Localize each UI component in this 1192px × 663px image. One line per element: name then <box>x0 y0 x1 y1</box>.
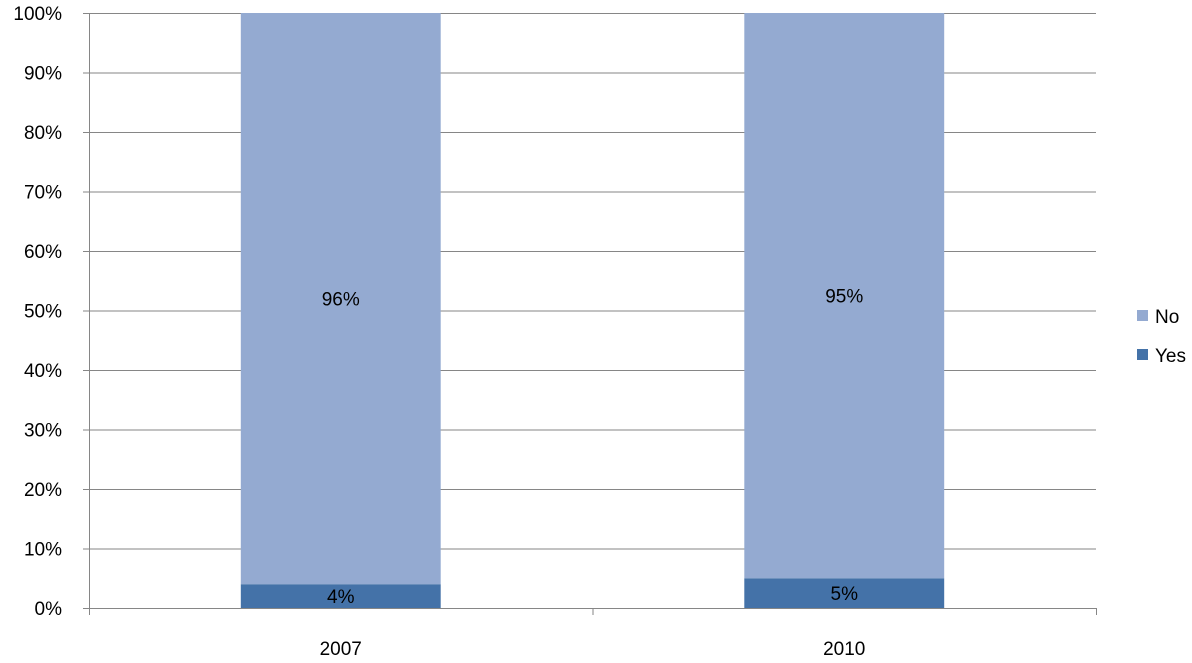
y-tick-label: 90% <box>24 64 62 85</box>
bar-yes-2007 <box>240 584 441 608</box>
y-tick-label: 10% <box>24 540 62 561</box>
bar-no-2007 <box>240 13 441 585</box>
bar-no-2010 <box>744 13 945 579</box>
data-labels: 4% 96% 5% 95% <box>322 287 864 608</box>
data-label: 95% <box>825 287 863 308</box>
data-label: 4% <box>327 587 355 608</box>
bars <box>240 13 945 608</box>
y-axis-tick-labels: 0% 10% 20% 30% 40% 50% 60% 70% 80% 90% 100% <box>13 4 62 620</box>
bar-yes-2010 <box>744 578 945 608</box>
y-tick-label: 20% <box>24 480 62 501</box>
data-label: 96% <box>322 290 360 311</box>
y-tick-label: 30% <box>24 421 62 442</box>
y-tick-label: 80% <box>24 123 62 144</box>
data-label: 5% <box>831 584 859 605</box>
legend-swatch-yes <box>1137 349 1148 360</box>
axes <box>83 13 1097 615</box>
y-tick-label: 40% <box>24 361 62 382</box>
legend-swatch-no <box>1137 310 1148 321</box>
x-tick-label: 2010 <box>823 639 865 660</box>
legend-label-yes: Yes <box>1155 346 1186 367</box>
x-axis-tick-labels: 2007 2010 <box>320 639 866 660</box>
y-tick-label: 100% <box>13 4 62 25</box>
y-tick-label: 0% <box>35 599 63 620</box>
gridlines <box>89 13 1096 550</box>
y-tick-label: 50% <box>24 302 62 323</box>
legend: No Yes <box>1137 307 1186 367</box>
x-tick-label: 2007 <box>320 639 362 660</box>
y-tick-label: 60% <box>24 242 62 263</box>
legend-label-no: No <box>1155 307 1179 328</box>
y-tick-label: 70% <box>24 183 62 204</box>
